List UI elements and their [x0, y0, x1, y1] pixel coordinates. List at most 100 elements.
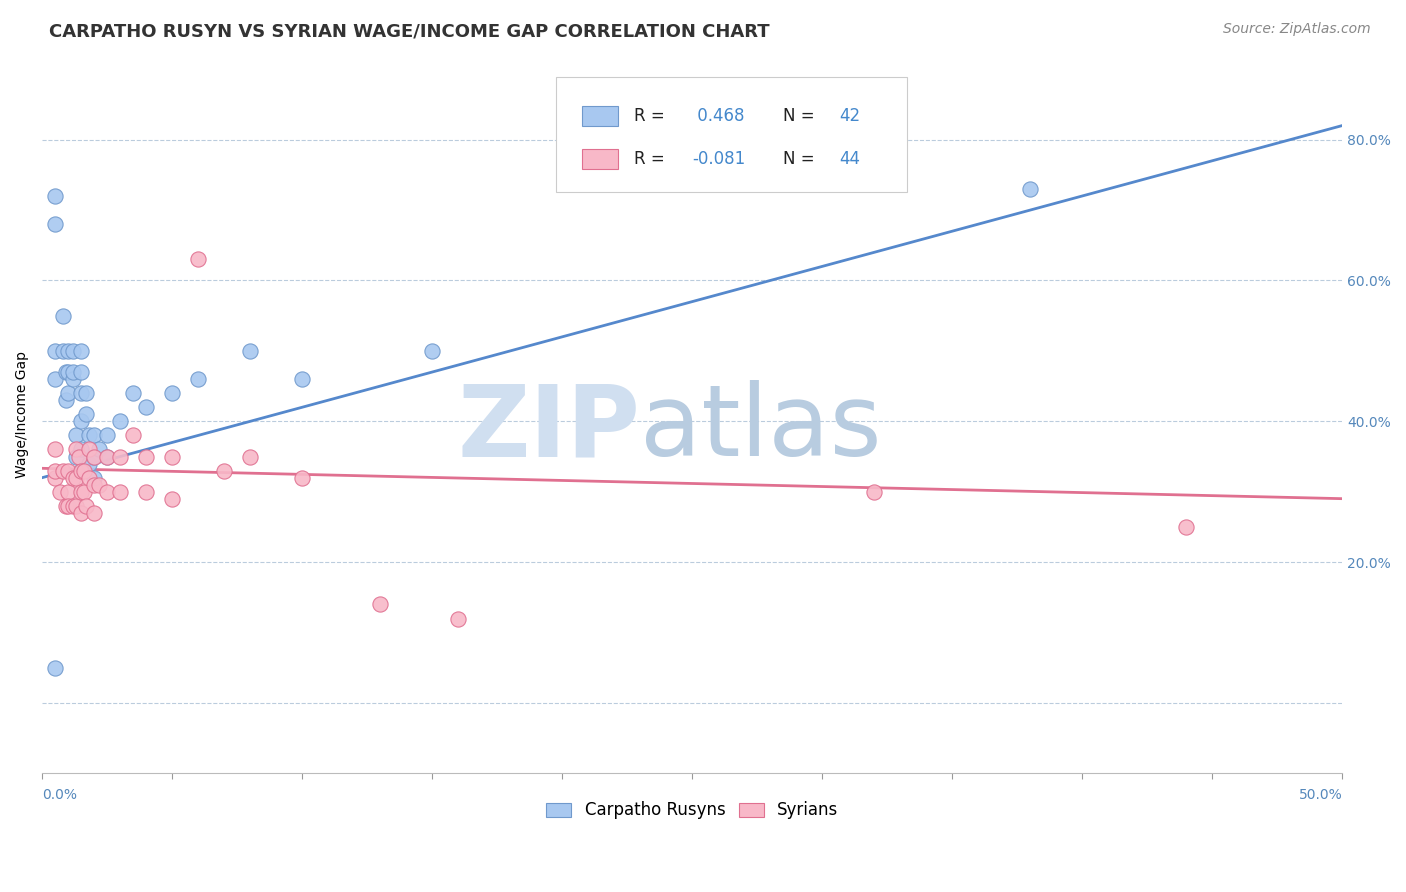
Point: [96, 450, 118, 464]
Point: [83, 450, 105, 464]
Text: -0.081: -0.081: [692, 150, 745, 169]
Point: [135, 401, 157, 415]
Point: [67, 450, 90, 464]
Point: [89, 477, 111, 491]
Point: [96, 428, 118, 442]
FancyBboxPatch shape: [582, 106, 619, 126]
Point: [83, 450, 105, 464]
Point: [108, 414, 131, 428]
Point: [65, 470, 87, 484]
Point: [70, 442, 93, 457]
Point: [70, 343, 93, 358]
Text: 44: 44: [839, 150, 860, 169]
Text: N =: N =: [783, 107, 820, 125]
Point: [187, 372, 209, 386]
Text: 0.468: 0.468: [692, 107, 745, 125]
Point: [58, 484, 80, 499]
Point: [73, 464, 96, 478]
Point: [239, 450, 262, 464]
Point: [1019, 182, 1042, 196]
Point: [291, 372, 314, 386]
FancyBboxPatch shape: [582, 149, 619, 169]
Point: [70, 365, 93, 379]
Point: [70, 386, 93, 401]
Point: [44, 464, 66, 478]
Point: [83, 428, 105, 442]
Point: [89, 442, 111, 457]
Point: [135, 484, 157, 499]
Point: [58, 499, 80, 513]
Point: [62, 343, 84, 358]
Text: Source: ZipAtlas.com: Source: ZipAtlas.com: [1223, 22, 1371, 37]
Point: [65, 450, 87, 464]
Point: [160, 450, 183, 464]
Point: [77, 470, 100, 484]
Point: [160, 491, 183, 506]
Point: [58, 343, 80, 358]
Point: [44, 189, 66, 203]
Point: [70, 484, 93, 499]
Point: [1175, 520, 1198, 534]
Point: [52, 343, 75, 358]
Point: [212, 464, 235, 478]
Point: [55, 499, 77, 513]
Text: 0.0%: 0.0%: [42, 788, 77, 802]
Point: [135, 450, 157, 464]
Text: atlas: atlas: [640, 380, 882, 477]
Point: [96, 484, 118, 499]
Point: [291, 470, 314, 484]
Point: [58, 464, 80, 478]
Legend: Carpatho Rusyns, Syrians: Carpatho Rusyns, Syrians: [540, 795, 845, 826]
Point: [70, 506, 93, 520]
Point: [49, 484, 72, 499]
Point: [70, 414, 93, 428]
Point: [55, 393, 77, 408]
Point: [83, 470, 105, 484]
Point: [58, 365, 80, 379]
Point: [58, 386, 80, 401]
Point: [108, 450, 131, 464]
Point: [83, 477, 105, 491]
Point: [44, 372, 66, 386]
Text: R =: R =: [634, 107, 669, 125]
Point: [77, 428, 100, 442]
Point: [62, 372, 84, 386]
Point: [62, 365, 84, 379]
Point: [83, 506, 105, 520]
Point: [77, 442, 100, 457]
Point: [44, 217, 66, 231]
Point: [70, 464, 93, 478]
Point: [160, 386, 183, 401]
Point: [44, 661, 66, 675]
Point: [70, 464, 93, 478]
Point: [239, 343, 262, 358]
Point: [75, 407, 97, 421]
Point: [44, 343, 66, 358]
Point: [420, 343, 443, 358]
Y-axis label: Wage/Income Gap: Wage/Income Gap: [15, 351, 30, 478]
Point: [77, 457, 100, 471]
FancyBboxPatch shape: [555, 77, 907, 192]
Point: [44, 470, 66, 484]
Point: [447, 611, 470, 625]
Point: [62, 499, 84, 513]
Point: [55, 365, 77, 379]
Point: [96, 450, 118, 464]
Text: R =: R =: [634, 150, 669, 169]
Point: [75, 386, 97, 401]
Point: [62, 470, 84, 484]
Point: [44, 442, 66, 457]
Point: [65, 442, 87, 457]
Point: [52, 309, 75, 323]
Text: 50.0%: 50.0%: [1299, 788, 1343, 802]
Point: [863, 484, 886, 499]
Text: ZIP: ZIP: [457, 380, 640, 477]
Point: [73, 484, 96, 499]
Point: [65, 499, 87, 513]
Point: [65, 428, 87, 442]
Text: N =: N =: [783, 150, 820, 169]
Point: [108, 484, 131, 499]
Text: 42: 42: [839, 107, 860, 125]
Text: CARPATHO RUSYN VS SYRIAN WAGE/INCOME GAP CORRELATION CHART: CARPATHO RUSYN VS SYRIAN WAGE/INCOME GAP…: [49, 22, 770, 40]
Point: [52, 464, 75, 478]
